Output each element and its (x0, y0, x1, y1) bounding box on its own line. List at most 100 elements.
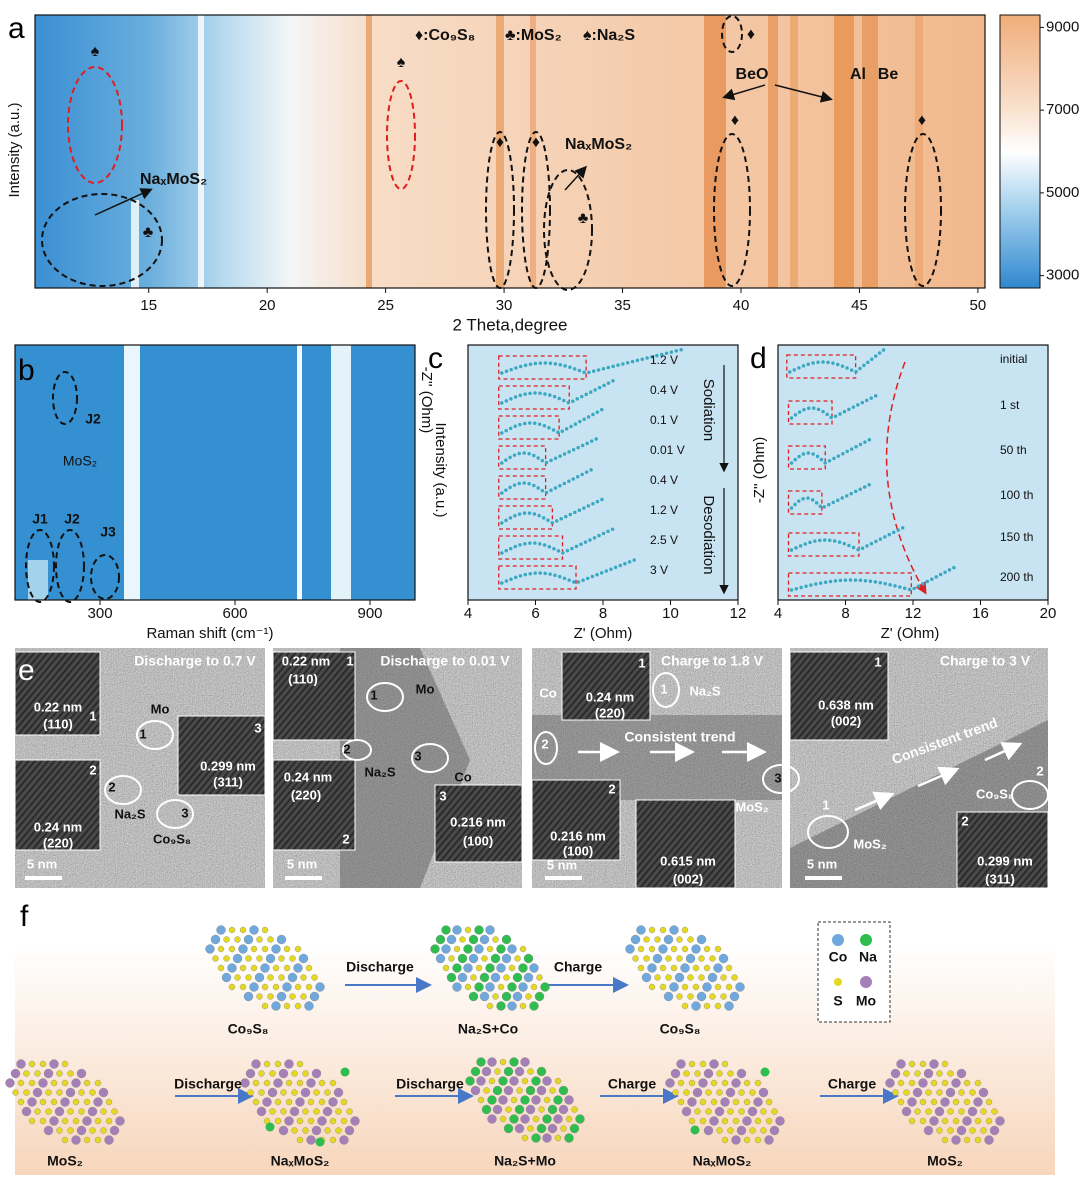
atom (930, 1098, 938, 1106)
atom (536, 1085, 547, 1096)
atom (919, 1098, 927, 1106)
impedance-curve (500, 377, 619, 405)
series-label: 0.01 V (650, 443, 685, 457)
atom (282, 982, 292, 992)
atom (457, 953, 468, 964)
atom (560, 1125, 567, 1132)
atom (727, 1108, 734, 1115)
atom (485, 925, 495, 935)
series-label: initial (1000, 352, 1027, 366)
atom (710, 1079, 718, 1087)
atom (729, 991, 740, 1002)
image-label: 2 (108, 779, 115, 794)
atom (217, 945, 225, 953)
x-axis-label: Raman shift (cm⁻¹) (146, 625, 273, 642)
atom (280, 1089, 287, 1096)
atom (532, 1115, 540, 1123)
atom (71, 1135, 81, 1145)
atom (499, 1115, 507, 1123)
atom (670, 945, 678, 953)
atom (76, 1125, 87, 1136)
atom (636, 925, 646, 935)
image-label: 0.216 nm (450, 814, 506, 829)
atom (254, 972, 265, 983)
atom (547, 1104, 558, 1115)
atom (302, 1108, 309, 1115)
atom (659, 964, 667, 972)
series-label: 200 th (1000, 570, 1033, 584)
atom (307, 1117, 315, 1125)
atom (934, 1106, 945, 1117)
atom (565, 1115, 573, 1123)
colorbar-tick-label: 5000 (1046, 184, 1079, 201)
atom (683, 1070, 690, 1077)
highlight-box (787, 445, 826, 470)
y-axis-label: Intensity (a.u.) (6, 102, 23, 197)
y-axis-label: -Z'' (Ohm) (418, 367, 435, 434)
atom (278, 1068, 289, 1079)
atom (676, 936, 683, 943)
series-label: 0.1 V (650, 413, 678, 427)
atom (56, 1127, 63, 1134)
atom (475, 964, 483, 972)
atom (61, 1117, 69, 1125)
atom (952, 1117, 960, 1125)
atom (691, 1001, 701, 1011)
atom (687, 974, 694, 981)
atom (692, 964, 700, 972)
atom (687, 1097, 697, 1107)
atom (564, 1095, 574, 1105)
atom (430, 944, 440, 954)
atom (760, 1067, 770, 1077)
atom (340, 1117, 348, 1125)
crystal-structure (465, 1057, 585, 1143)
atom (476, 1057, 486, 1067)
atom (503, 1066, 514, 1077)
atom (547, 1123, 558, 1134)
heatmap (35, 15, 985, 288)
atom (28, 1117, 36, 1125)
series-label: 1.2 V (650, 503, 678, 517)
atom (318, 1098, 326, 1106)
atom (34, 1070, 41, 1077)
atom (690, 1125, 700, 1135)
atom (536, 1066, 547, 1077)
image-label: (002) (673, 871, 703, 886)
atom (743, 1079, 751, 1087)
atom (732, 1098, 740, 1106)
atom (725, 964, 733, 972)
atom (335, 1108, 342, 1115)
series-label: 0.4 V (650, 383, 678, 397)
atom (465, 1076, 475, 1086)
atom (707, 972, 718, 983)
panel-label: d (750, 342, 767, 375)
atom (38, 1078, 48, 1088)
highlight-box (498, 535, 564, 560)
atom (256, 936, 263, 943)
image-title: Charge to 3 V (940, 653, 1031, 669)
atom (512, 972, 523, 983)
atom (760, 1108, 767, 1115)
atom (665, 955, 672, 962)
atom (903, 1070, 910, 1077)
colorbar-tick-label: 9000 (1046, 18, 1079, 35)
atom (243, 991, 254, 1002)
atom (322, 1106, 333, 1117)
atom (474, 925, 484, 935)
schematic-label: NaₓMoS₂ (271, 1153, 330, 1169)
atom (49, 1059, 59, 1069)
atom (72, 1117, 80, 1125)
atom (509, 1114, 519, 1124)
image-label: 0.24 nm (284, 769, 332, 784)
atom (39, 1060, 47, 1068)
atom (703, 1068, 714, 1079)
atom (256, 1106, 267, 1117)
image-label: 1 (660, 681, 667, 696)
annotation: Be (878, 66, 899, 83)
atom (488, 1077, 496, 1085)
image-label: (220) (291, 787, 321, 802)
atom (941, 1060, 949, 1068)
annotation: ♠ (397, 54, 406, 71)
atom (43, 1068, 54, 1079)
image-title: Discharge to 0.7 V (134, 653, 256, 669)
